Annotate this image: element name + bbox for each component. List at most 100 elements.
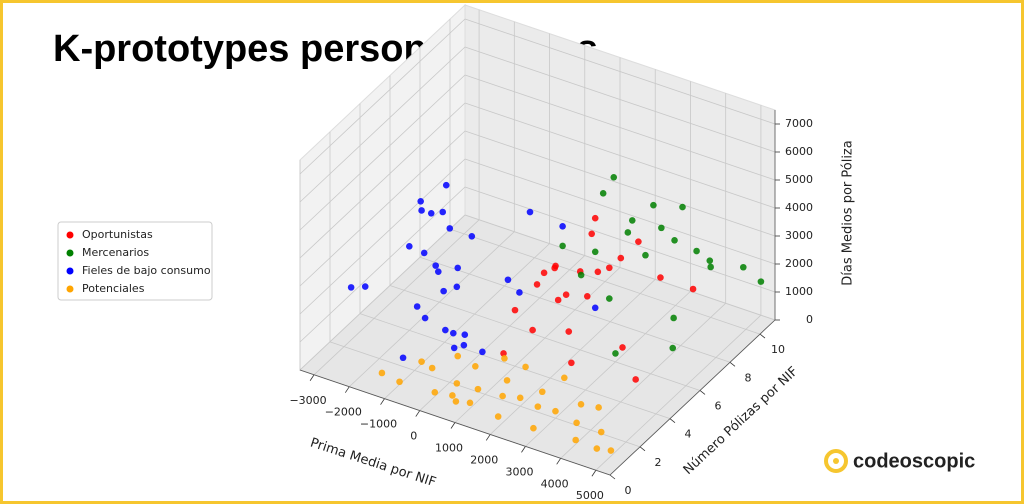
point [588,230,596,238]
grid-line [359,313,671,420]
x-tick [344,386,350,393]
legend-marker [66,285,74,293]
point [453,380,461,387]
logo: codeoscopic [824,449,975,473]
grid-line [419,255,586,411]
logo-dot [833,458,839,464]
point [619,344,626,351]
grid-line [389,285,701,391]
grid-line [525,291,691,447]
grid-line [299,130,466,287]
point [378,369,386,377]
series [347,181,599,362]
grid-line [329,341,641,448]
grid-line [299,102,466,259]
point [406,243,413,250]
point [642,251,649,259]
point [468,232,476,240]
z-tick-label: 6000 [785,145,813,158]
y-tick-label: 0 [625,484,632,497]
point [669,344,677,352]
point [431,388,439,396]
point [453,283,461,291]
grid-line [489,279,656,435]
z-tick-label: 3000 [785,229,813,242]
point [554,296,562,304]
grid-line [449,228,761,335]
grid-line [464,158,776,265]
point [461,331,469,338]
point [499,392,506,400]
x-tick [309,374,315,381]
point [361,283,369,290]
point [632,376,639,383]
point [610,173,618,181]
point [449,329,457,337]
point [454,352,462,360]
point [583,292,591,300]
y-axis [609,319,776,476]
grid-line [595,314,762,471]
x-axis-label: Prima Media por NIF [308,436,437,491]
grid-line [349,231,515,387]
point [466,399,474,407]
x-tick-label: 4000 [541,477,569,490]
point [693,247,700,255]
grid-line [299,18,466,175]
x-tick [380,398,385,405]
point [446,225,454,232]
point [650,201,657,209]
x-tick-label: 1000 [435,442,463,455]
y-tick-label: 8 [745,371,752,384]
point [503,377,511,384]
legend-label: Oportunistas [82,228,153,241]
point [552,262,559,270]
series [559,173,765,357]
y-tick [729,361,736,367]
point [417,198,424,205]
grid-line [299,158,466,315]
grid-line [299,74,466,231]
point [516,289,523,296]
x-tick-label: 3000 [505,465,533,478]
y-tick-label: 10 [771,343,785,356]
y-tick [759,333,766,339]
grid-line [464,46,776,153]
point [396,378,403,386]
grid-line [454,267,621,423]
point [434,268,442,275]
x-tick [521,446,526,453]
point [671,237,678,244]
point [501,355,508,362]
legend-label: Mercenarios [82,246,149,259]
x-tick-label: 0 [410,430,417,443]
z-tick-label: 7000 [785,117,813,130]
point [538,388,546,396]
point [529,326,536,334]
grid-line [419,256,731,363]
point [591,248,599,256]
series [378,352,615,454]
grid-line [560,303,726,459]
point [449,392,456,399]
point [418,207,425,214]
x-tick-label: 2000 [470,453,498,466]
series [500,214,697,383]
point [559,242,566,250]
point [593,445,601,452]
point [432,262,439,269]
point [428,364,436,372]
logo-icon [824,449,848,473]
x-tick [450,422,456,429]
point [413,303,421,310]
x-tick [556,458,562,465]
point [606,264,613,272]
grid-line [299,214,466,371]
point [689,285,697,293]
point [573,419,580,427]
point [439,208,447,216]
point [418,358,425,365]
point [522,363,529,371]
legend-box [57,221,213,301]
